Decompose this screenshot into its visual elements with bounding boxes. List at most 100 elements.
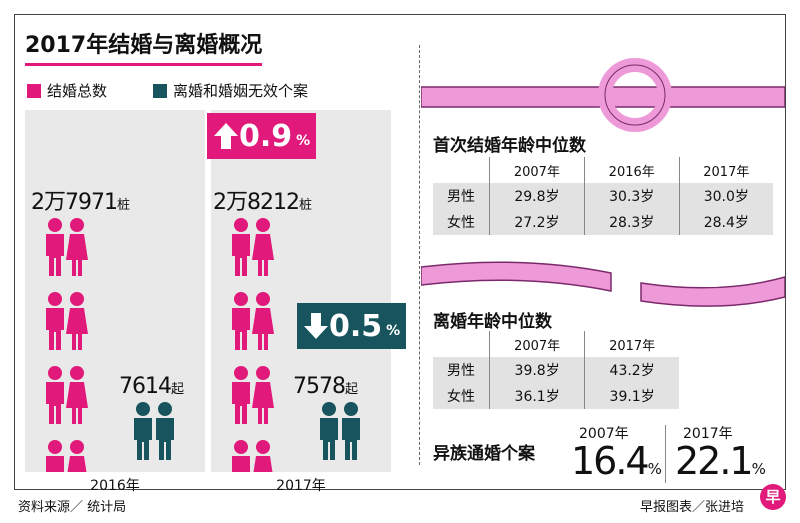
first-marriage-cell: 30.0岁 (678, 183, 773, 209)
interracial-separator (665, 425, 666, 483)
first-marriage-cell: 29.8岁 (489, 183, 585, 209)
marriage-count-2017-num: 2万8212 (213, 190, 300, 215)
marriage-change-value: 0.9 (239, 118, 293, 154)
first-marriage-cell: 30.3岁 (583, 183, 680, 209)
divorce-age-row-label: 男性 (433, 357, 490, 383)
divorce-age-cell: 43.2岁 (584, 357, 679, 383)
divorce-couple-icon-woman (156, 402, 174, 460)
divorce-age-cell: 39.8岁 (488, 357, 585, 383)
divorce-count-2017-num: 7578 (293, 374, 346, 399)
divorce-age-row-male: 男性 39.8岁 43.2岁 (433, 357, 679, 383)
first-marriage-row-label: 女性 (433, 209, 490, 235)
marriage-count-2017-unit: 桩 (299, 198, 312, 213)
ribbon-knot-outline (604, 64, 666, 126)
legend-swatch-divorce (153, 83, 167, 98)
divorce-count-2017: 7578起 (293, 374, 358, 399)
pictograph-2016 (46, 218, 174, 498)
divorce-couple-icon-woman (342, 402, 360, 460)
legend-label-divorce: 离婚和婚姻无效个案 (173, 82, 309, 100)
page-title: 2017年结婚与离婚概况 (25, 27, 263, 66)
marriage-couple-icon-man (46, 218, 64, 276)
marriage-couple-icon-woman (252, 218, 274, 276)
divorce-count-2016-unit: 起 (171, 382, 184, 397)
first-marriage-cell: 27.2岁 (489, 209, 585, 235)
divorce-age-header-row: 2007年 2017年 (433, 331, 679, 357)
divorce-age-row-female: 女性 36.1岁 39.1岁 (433, 383, 679, 409)
marriage-couple-icon-man (46, 366, 64, 424)
interracial-year-2007: 2007年 (579, 426, 629, 442)
marriage-couple-icon-woman (252, 292, 274, 350)
interracial-year-2017: 2017年 (683, 426, 733, 442)
marriage-couple-icon-woman (66, 218, 88, 276)
panel-2017: 2万8212桩 7578起 (211, 110, 391, 498)
ribbon-broken-left (421, 261, 612, 292)
first-marriage-header: 2017年 (678, 157, 773, 183)
panel-2016: 2万7971桩 7614起 (25, 110, 205, 498)
marriage-couple-icon-man (232, 366, 250, 424)
divorce-count-2017-unit: 起 (345, 382, 358, 397)
infographic-frame: 2017年结婚与离婚概况 结婚总数 离婚和婚姻无效个案 2万7971桩 7614… (14, 14, 786, 498)
divorce-change-badge: 0.5% (297, 303, 407, 349)
first-marriage-header-blank (433, 157, 490, 183)
marriage-couple-icon-woman (66, 440, 88, 498)
interracial-title: 异族通婚个案 (433, 444, 535, 464)
first-marriage-table: 2007年 2016年 2017年 男性 29.8岁 30.3岁 30.0岁 女… (433, 157, 773, 235)
interracial-value-2007: 16.4% (571, 439, 662, 483)
divorce-count-2016-num: 7614 (119, 374, 172, 399)
divorce-age-table: 2007年 2017年 男性 39.8岁 43.2岁 女性 36.1岁 39.1… (433, 331, 679, 409)
marriage-count-2017: 2万8212桩 (213, 184, 312, 216)
interracial-value-2007-num: 16.4 (571, 439, 650, 483)
marriage-couple-icon-man (232, 292, 250, 350)
interracial-value-2017-pct: % (751, 460, 766, 478)
marriage-couple-icon-man (232, 440, 250, 498)
marriage-count-2016-num: 2万7971 (31, 190, 118, 215)
legend-label-marriage: 结婚总数 (47, 82, 108, 100)
legend-marriage: 结婚总数 (27, 80, 107, 101)
legend-divorce: 离婚和婚姻无效个案 (153, 80, 308, 101)
divorce-couple-icon-man (134, 402, 152, 460)
legend-swatch-marriage (27, 83, 41, 98)
first-marriage-header-row: 2007年 2016年 2017年 (433, 157, 773, 183)
divorce-age-header: 2007年 (488, 331, 585, 357)
right-section: 首次结婚年龄中位数 2007年 2016年 2017年 男性 29.8岁 30.… (421, 15, 785, 489)
credit-note: 早报图表／张进培 (640, 500, 745, 515)
divorce-age-cell: 36.1岁 (488, 383, 585, 409)
divorce-count-2016: 7614起 (119, 374, 184, 399)
marriage-couple-icon-man (46, 440, 64, 498)
first-marriage-header: 2016年 (583, 157, 680, 183)
marriage-couple-icon-woman (252, 366, 274, 424)
marriage-count-2016: 2万7971桩 (31, 184, 130, 216)
year-label-2017: 2017年 (276, 478, 326, 494)
divorce-change-value: 0.5 (329, 308, 383, 344)
divorce-change-pct: % (386, 323, 401, 339)
first-marriage-cell: 28.3岁 (583, 209, 680, 235)
first-marriage-row-female: 女性 27.2岁 28.3岁 28.4岁 (433, 209, 773, 235)
marriage-couple-icon-man (46, 292, 64, 350)
source-note: 资料来源／ 统计局 (18, 500, 127, 515)
divorce-age-row-label: 女性 (433, 383, 490, 409)
marriage-change-pct: % (296, 133, 311, 149)
marriage-change-badge: 0.9% (207, 113, 317, 159)
marriage-couple-icon-woman (252, 440, 274, 498)
pictograph-2017 (232, 218, 360, 498)
divorce-age-header-blank (433, 331, 490, 357)
arrow-down-icon (304, 313, 328, 339)
first-marriage-row-label: 男性 (433, 183, 490, 209)
first-marriage-cell: 28.4岁 (678, 209, 773, 235)
divorce-age-cell: 39.1岁 (584, 383, 679, 409)
first-marriage-header: 2007年 (489, 157, 585, 183)
divorce-age-title: 离婚年龄中位数 (433, 312, 552, 332)
interracial-value-2017-num: 22.1 (675, 439, 754, 483)
interracial-value-2017: 22.1% (675, 439, 766, 483)
left-section: 2017年结婚与离婚概况 结婚总数 离婚和婚姻无效个案 2万7971桩 7614… (15, 15, 419, 498)
ribbon-broken-right (640, 276, 785, 307)
ribbon-decoration (421, 58, 785, 307)
arrow-up-icon (214, 123, 238, 149)
divorce-couple-icon-man (320, 402, 338, 460)
interracial-value-2007-pct: % (647, 460, 662, 478)
first-marriage-row-male: 男性 29.8岁 30.3岁 30.0岁 (433, 183, 773, 209)
section-divider (419, 45, 420, 465)
marriage-couple-icon-woman (66, 292, 88, 350)
first-marriage-title: 首次结婚年龄中位数 (433, 136, 586, 156)
divorce-age-header: 2017年 (584, 331, 679, 357)
